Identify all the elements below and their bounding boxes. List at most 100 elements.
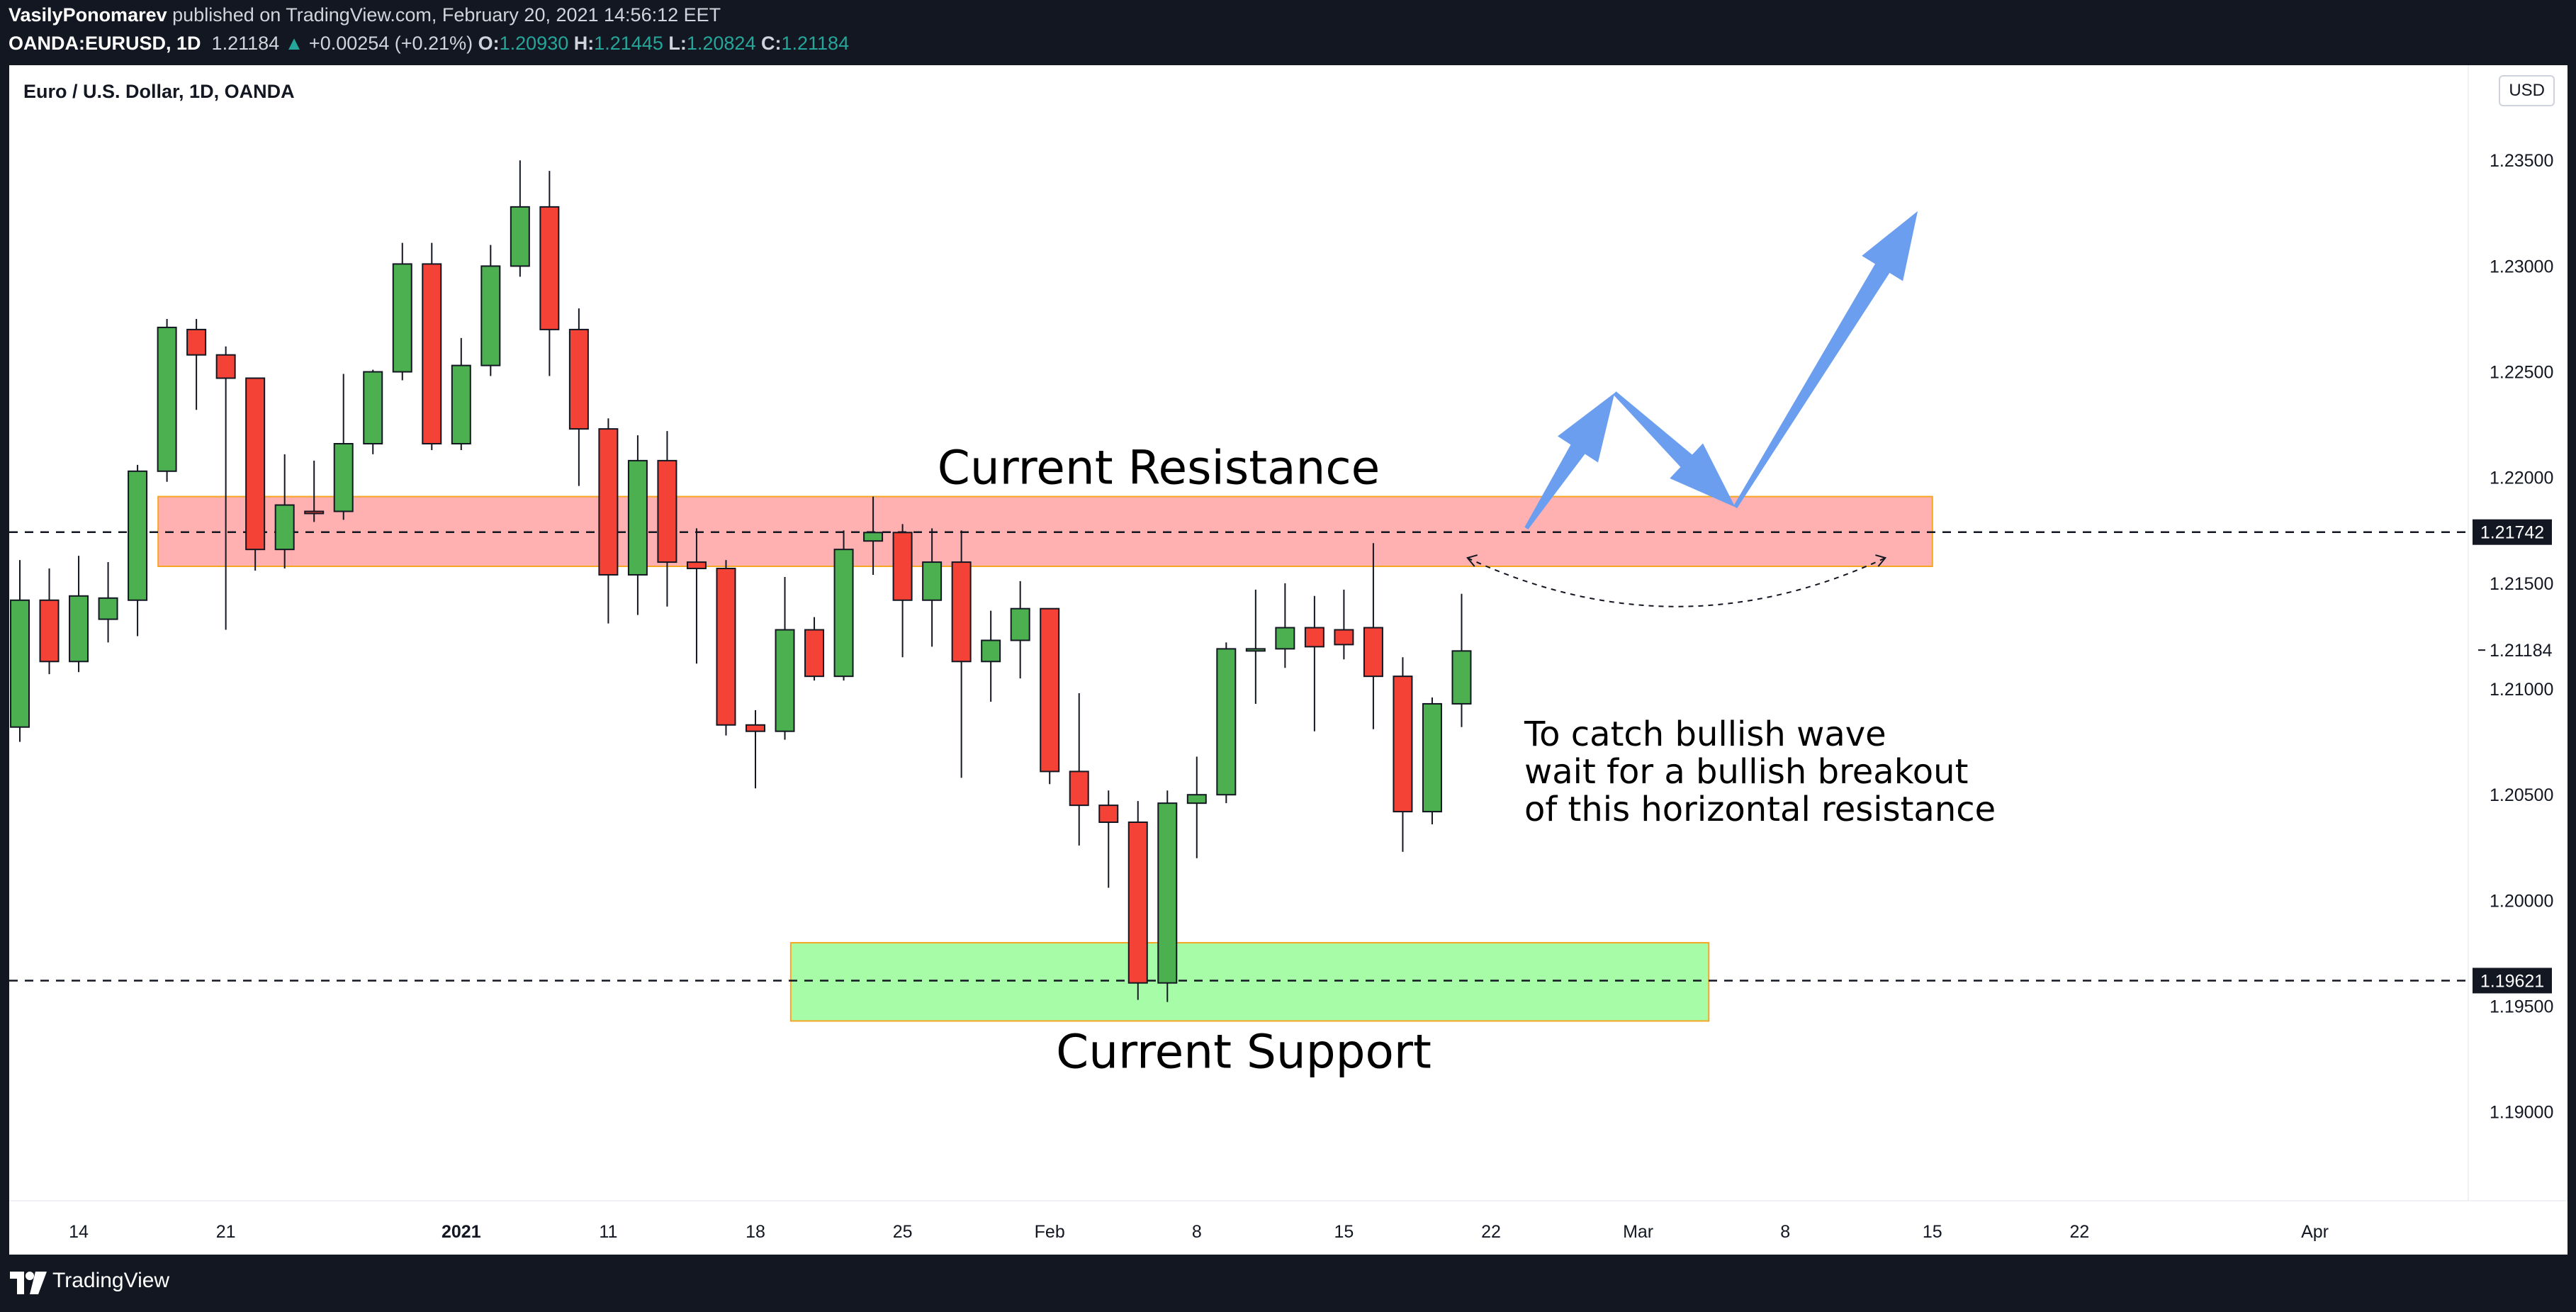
candle-bullish <box>274 504 295 551</box>
x-tick-label: 8 <box>1780 1222 1790 1242</box>
y-tick-label: 1.21000 <box>2490 680 2553 700</box>
close-label: C: <box>760 33 782 54</box>
price-chart[interactable]: Current Resistance Current Support To catc… <box>9 65 2567 1255</box>
projection-arrow-target-icon <box>1733 211 1918 509</box>
resistance-zone-label: Current Resistance <box>938 441 1380 495</box>
candle-bullish <box>69 595 89 663</box>
candle-bullish <box>1245 648 1266 652</box>
support-line-badge <box>2473 968 2552 994</box>
support-zone-label: Current Support <box>1056 1024 1432 1079</box>
x-tick-label: 8 <box>1192 1222 1202 1242</box>
projection-arc <box>1467 557 1886 607</box>
last-price: 1.21184 <box>211 33 280 54</box>
open-label: O: <box>478 33 500 54</box>
candle-bearish <box>1393 675 1413 813</box>
author-name[interactable]: VasilyPonomarev <box>9 4 167 26</box>
candle-bullish <box>451 364 471 445</box>
y-tick-label: 1.22500 <box>2490 363 2553 383</box>
candle-bullish <box>10 599 30 728</box>
candle-bearish <box>245 377 266 551</box>
change-up-icon: ▲ <box>284 33 304 54</box>
candle-bearish <box>186 328 207 356</box>
chart-pane[interactable]: Current Resistance Current Support To catc… <box>9 65 2567 1255</box>
candle-bearish <box>1363 627 1383 678</box>
ohlc-line: OANDA:EURUSD, 1D 1.21184 ▲ +0.00254 (+0.… <box>9 33 849 55</box>
candle-bullish <box>922 561 943 601</box>
low-value: 1.20824 <box>686 33 756 54</box>
support-line-value: 1.19621 <box>2480 971 2544 991</box>
candle-bearish <box>746 724 765 732</box>
candle-bullish <box>627 459 648 576</box>
annotation-line: To catch bullish wave <box>1524 714 1886 754</box>
y-tick-label: 1.23500 <box>2490 151 2553 171</box>
annotation-line: of this horizontal resistance <box>1524 790 1996 829</box>
candle-bearish <box>686 561 707 570</box>
published-info: published on TradingView.com, February 2… <box>172 4 721 26</box>
candle-bullish <box>480 265 501 366</box>
high-label: H: <box>573 33 595 54</box>
x-tick-label: 22 <box>1481 1222 1501 1242</box>
x-tick-label: Mar <box>1623 1222 1653 1242</box>
candle-bullish <box>1451 650 1472 705</box>
projection-arrow-up-icon <box>1524 393 1615 529</box>
x-tick-label: 11 <box>599 1222 617 1242</box>
x-tick-label: Feb <box>1035 1222 1065 1242</box>
candle-bullish <box>863 532 884 542</box>
arc-arrowhead-left-icon <box>1466 554 1478 567</box>
candle-bullish <box>128 470 148 601</box>
candle-bullish <box>1275 627 1295 650</box>
candle-bearish <box>1040 607 1060 773</box>
candle-bearish <box>716 568 736 726</box>
last-price-label: 1.21184 <box>2490 641 2553 661</box>
candle-bearish <box>1304 627 1324 648</box>
candle-bullish <box>1216 648 1237 796</box>
x-tick-label: 2021 <box>441 1222 481 1242</box>
candle-bearish <box>804 629 825 678</box>
candle-bearish <box>892 532 913 601</box>
chart-title: Euro / U.S. Dollar, 1D, OANDA <box>23 81 295 102</box>
y-tick-label: 1.20000 <box>2490 891 2553 911</box>
footer-brand[interactable]: TradingView <box>52 1269 170 1292</box>
author-line: VasilyPonomarev published on TradingView… <box>9 4 721 26</box>
resistance-line-value: 1.21742 <box>2480 523 2544 543</box>
projection-arrow-down-icon <box>1613 391 1736 508</box>
resistance-line-badge <box>2473 519 2552 545</box>
candle-bearish <box>422 263 442 445</box>
y-tick-label: 1.20500 <box>2490 785 2553 805</box>
candle-bearish <box>539 206 560 330</box>
candle-bullish <box>1186 794 1207 804</box>
candle-bullish <box>1010 607 1030 641</box>
candle-bearish <box>1069 770 1089 807</box>
candle-bearish <box>1127 822 1148 984</box>
candle-bullish <box>833 549 854 678</box>
y-tick-label: 1.22000 <box>2490 469 2553 488</box>
close-value: 1.21184 <box>781 33 850 54</box>
candle-bullish <box>1157 802 1178 984</box>
candle-bearish <box>598 428 619 576</box>
x-tick-label: 25 <box>893 1222 913 1242</box>
currency-button[interactable]: USD <box>2499 75 2555 106</box>
footer-bar: TradingView <box>0 1255 2576 1312</box>
open-value: 1.20930 <box>499 33 569 54</box>
candle-bearish <box>39 599 60 663</box>
candle-bullish <box>981 639 1001 663</box>
candle-bearish <box>1334 629 1354 646</box>
candle-bearish <box>951 561 972 663</box>
candle-bullish <box>157 326 177 472</box>
candle-bullish <box>333 443 354 512</box>
candle-bearish <box>657 459 677 564</box>
candle-bullish <box>392 263 412 373</box>
support-zone <box>789 942 1710 1022</box>
symbol-label: OANDA:EURUSD, 1D <box>9 33 201 54</box>
candle-bearish <box>568 328 589 430</box>
publish-header: VasilyPonomarev published on TradingView… <box>0 0 2576 65</box>
annotation-line: wait for a bullish breakout <box>1524 752 1968 792</box>
y-tick-label: 1.19500 <box>2490 997 2553 1017</box>
candle-bearish <box>1098 804 1119 823</box>
candle-bullish <box>1422 702 1442 813</box>
tradingview-logo-icon[interactable] <box>9 1267 48 1299</box>
y-tick-label: 1.23000 <box>2490 257 2553 276</box>
arc-arrowhead-right-icon <box>1875 554 1887 567</box>
y-tick-label: 1.21500 <box>2490 574 2553 594</box>
x-tick-label: 18 <box>746 1222 765 1242</box>
